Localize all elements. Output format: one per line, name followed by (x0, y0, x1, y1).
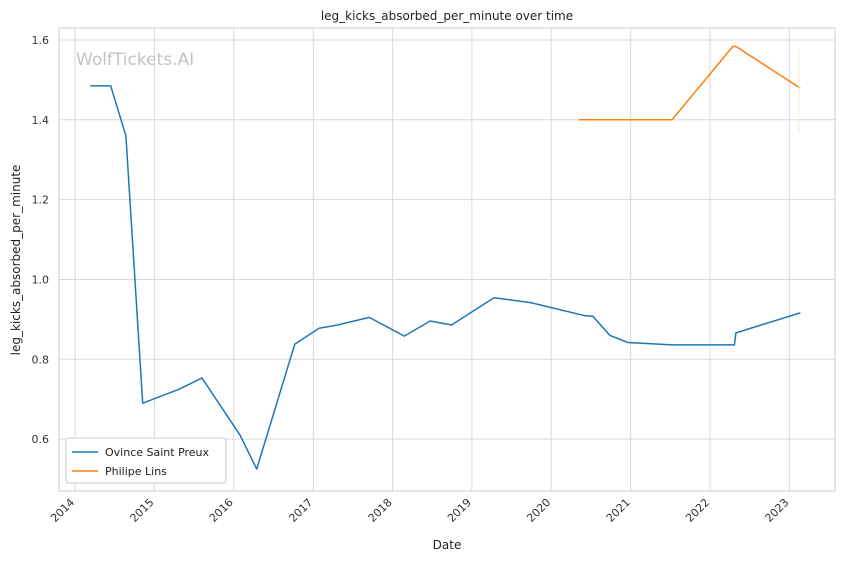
y-tick-label: 1.4 (32, 114, 50, 127)
x-tick-label: 2015 (128, 496, 157, 525)
x-tick-label: 2018 (366, 496, 395, 525)
x-axis-ticks: 2014 2015 2016 2017 2018 2019 2020 2021 2022 2023 (48, 496, 791, 525)
x-tick-label: 2023 (762, 496, 791, 525)
y-tick-label: 1.6 (32, 34, 50, 47)
y-tick-label: 1.0 (32, 273, 50, 286)
x-tick-label: 2014 (48, 496, 77, 525)
legend-label-ovince: Ovince Saint Preux (105, 446, 210, 459)
x-tick-label: 2019 (445, 496, 474, 525)
legend-box (65, 437, 227, 484)
y-axis-ticks: 0.6 0.8 1.0 1.2 1.4 1.6 (32, 34, 50, 446)
legend-label-lins: Philipe Lins (105, 465, 167, 478)
x-tick-label: 2022 (683, 496, 712, 525)
x-tick-label: 2016 (207, 496, 236, 525)
series-layer (90, 45, 801, 470)
x-axis-title: Date (433, 538, 462, 552)
x-tick-label: 2020 (524, 496, 553, 525)
watermark: WolfTickets.AI (76, 50, 194, 70)
series-line-0 (90, 85, 801, 470)
y-tick-label: 0.6 (32, 433, 50, 446)
x-tick-label: 2021 (604, 496, 633, 525)
x-tick-label: 2017 (286, 496, 315, 525)
y-axis-title: leg_kicks_absorbed_per_minute (9, 165, 23, 356)
y-tick-label: 0.8 (32, 353, 50, 366)
y-tick-label: 1.2 (32, 194, 50, 207)
series-line-1 (578, 45, 801, 121)
plot-area (58, 27, 836, 492)
chart-title: leg_kicks_absorbed_per_minute over time (321, 9, 573, 23)
legend: Ovince Saint Preux Philipe Lins (65, 437, 227, 484)
